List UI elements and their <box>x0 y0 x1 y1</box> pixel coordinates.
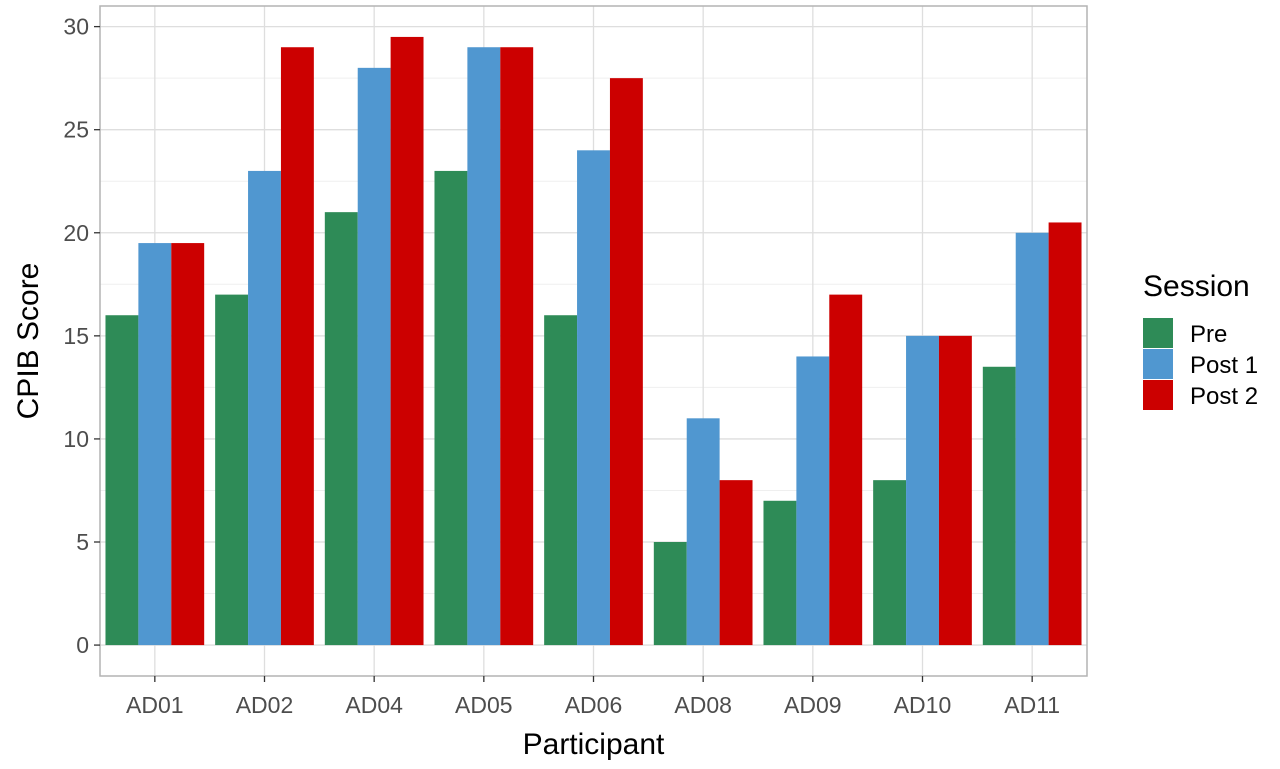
bar-ad01-post-1 <box>138 243 172 646</box>
x-tick-label: AD02 <box>236 692 294 718</box>
bar-ad05-post-1 <box>467 47 501 646</box>
bar-ad05-post-2 <box>500 47 534 646</box>
y-tick-label: 10 <box>63 426 89 452</box>
y-tick-label: 5 <box>76 529 89 555</box>
x-axis-title: Participant <box>523 728 665 761</box>
bar-ad06-post-2 <box>609 78 643 646</box>
bar-ad06-post-1 <box>577 150 610 646</box>
bar-ad04-post-2 <box>390 36 424 646</box>
bar-ad09-post-2 <box>829 294 863 646</box>
bar-ad11-pre <box>982 366 1016 646</box>
y-tick-label: 30 <box>63 14 89 40</box>
y-axis-ticks: 0 5 10 15 20 25 30 <box>63 14 100 658</box>
x-tick-label: AD09 <box>784 692 842 718</box>
legend-swatch-pre <box>1143 318 1173 348</box>
bar-ad09-pre <box>763 500 797 646</box>
x-tick-label: AD11 <box>1004 692 1060 718</box>
x-tick-label: AD10 <box>894 692 952 718</box>
bar-ad05-pre <box>434 170 468 646</box>
bar-ad09-post-1 <box>796 356 830 646</box>
bar-ad08-post-1 <box>686 418 720 646</box>
y-tick-label: 0 <box>76 632 89 658</box>
bar-ad04-pre <box>324 212 358 646</box>
bar-ad04-post-1 <box>357 67 391 646</box>
bar-ad08-post-2 <box>719 480 753 646</box>
y-tick-label: 20 <box>63 220 89 246</box>
legend-title: Session <box>1143 270 1250 303</box>
legend-label-pre: Pre <box>1190 321 1227 348</box>
bar-ad02-post-1 <box>248 170 281 646</box>
bar-ad10-post-1 <box>906 335 939 646</box>
bar-ad10-post-2 <box>938 335 972 646</box>
bar-ad10-pre <box>873 480 907 646</box>
legend: Session Pre Post 1 Post 2 <box>1143 270 1258 410</box>
x-tick-label: AD08 <box>674 692 732 718</box>
x-tick-label: AD01 <box>126 692 184 718</box>
bar-ad01-pre <box>105 315 139 646</box>
x-axis-ticks: AD01 AD02 AD04 AD05 AD06 AD08 AD09 AD10 AD11 <box>126 676 1060 718</box>
legend-swatch-post-1 <box>1143 349 1173 379</box>
y-tick-label: 25 <box>63 117 89 143</box>
x-tick-label: AD05 <box>455 692 513 718</box>
bars <box>105 36 1082 646</box>
legend-label-post-1: Post 1 <box>1190 352 1258 379</box>
y-tick-label: 15 <box>63 323 89 349</box>
bar-ad02-post-2 <box>280 47 314 646</box>
bar-ad11-post-1 <box>1015 232 1049 646</box>
bar-ad08-pre <box>653 542 687 646</box>
x-tick-label: AD04 <box>345 692 403 718</box>
y-axis-title: CPIB Score <box>12 263 45 420</box>
x-tick-label: AD06 <box>565 692 623 718</box>
legend-label-post-2: Post 2 <box>1190 383 1258 410</box>
bar-ad11-post-2 <box>1048 222 1082 646</box>
legend-swatch-post-2 <box>1143 380 1173 410</box>
bar-ad01-post-2 <box>171 243 205 646</box>
bar-ad02-pre <box>215 294 249 646</box>
bar-ad06-pre <box>544 315 578 646</box>
